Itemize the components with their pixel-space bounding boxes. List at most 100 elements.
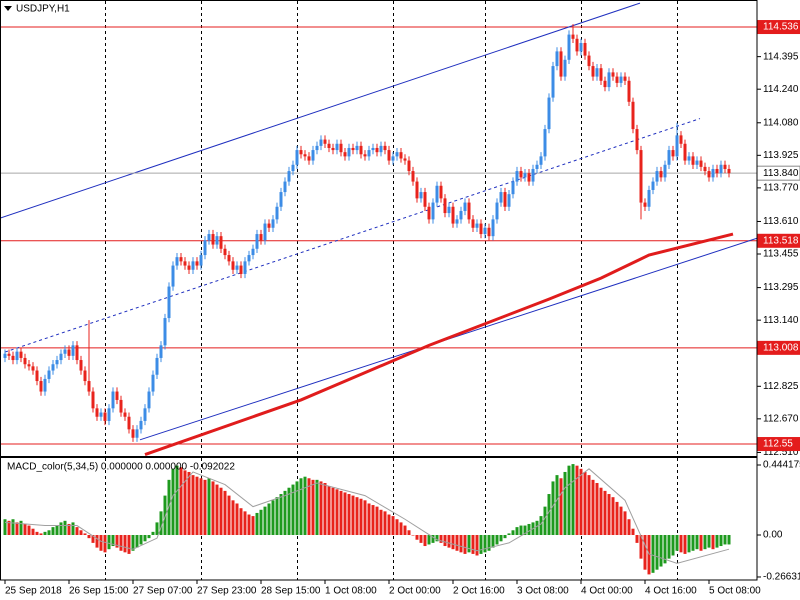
y-tick-label: 113.140 <box>763 315 799 326</box>
macd-bar <box>467 535 471 553</box>
y-tick-label: 0.00 <box>763 530 783 541</box>
macd-bar <box>55 525 59 536</box>
macd-bar <box>563 471 567 536</box>
macd-bar <box>599 487 603 536</box>
macd-bar <box>295 481 299 536</box>
macd-bar <box>371 505 375 536</box>
candle-body <box>331 147 335 151</box>
candle-body <box>23 357 27 365</box>
candle-body <box>263 223 267 241</box>
macd-bar <box>259 509 263 536</box>
candle-body <box>675 135 679 157</box>
candle-body <box>667 150 671 165</box>
candle-body <box>31 366 35 371</box>
level-label-box <box>757 233 800 248</box>
candle-body <box>699 160 703 167</box>
candle-body <box>547 97 551 130</box>
y-tick-label: 112.510 <box>763 447 799 458</box>
candle-body <box>599 68 603 81</box>
candle-body <box>19 351 23 358</box>
macd-bar <box>611 497 615 536</box>
y-tick-label: 114.240 <box>763 84 799 95</box>
macd-pane <box>3 458 731 580</box>
candle-body <box>555 51 559 67</box>
macd-bar <box>59 522 63 536</box>
candle-body <box>275 206 279 220</box>
candle-body <box>159 345 163 358</box>
x-tick-label: 28 Sep 15:00 <box>261 586 321 597</box>
macd-bar <box>675 535 679 551</box>
candle-body <box>651 181 655 190</box>
candle-body <box>427 206 431 220</box>
candle-body <box>419 192 423 199</box>
macd-bar <box>439 535 443 543</box>
candle-body <box>335 143 339 151</box>
macd-bar <box>347 494 351 536</box>
level-label: 113.008 <box>763 343 799 354</box>
candle-body <box>663 164 667 178</box>
macd-bar <box>123 535 127 553</box>
candle-body <box>519 171 523 178</box>
candle-body <box>631 101 635 130</box>
macd-bar <box>231 500 235 536</box>
macd-bar <box>3 519 7 536</box>
candle-body <box>679 135 683 144</box>
candle-body <box>135 429 139 438</box>
candle-body <box>539 156 543 165</box>
macd-bar <box>139 535 143 545</box>
macd-bar <box>471 535 475 554</box>
x-tick-label: 26 Sep 15:00 <box>69 586 129 597</box>
x-tick-label: 1 Oct 08:00 <box>325 586 377 597</box>
macd-bar <box>663 535 667 564</box>
macd-bar <box>463 535 467 554</box>
candle-body <box>279 192 283 207</box>
macd-bar <box>179 467 183 536</box>
level-label: 114.536 <box>763 22 799 33</box>
macd-bar <box>427 535 431 545</box>
candle-body <box>319 139 323 146</box>
macd-bar <box>683 535 687 554</box>
macd-bar <box>11 519 15 536</box>
macd-bar <box>171 468 175 536</box>
candle-body <box>43 378 47 392</box>
macd-bar <box>483 535 487 553</box>
macd-bar <box>15 522 19 536</box>
candle-body <box>171 265 175 287</box>
candle-body <box>111 391 115 409</box>
x-tick-label: 27 Sep 23:00 <box>197 586 257 597</box>
candle-body <box>583 42 587 56</box>
macd-bar <box>707 535 711 548</box>
candle-body <box>127 416 131 430</box>
y-tick-label: 113.610 <box>763 216 799 227</box>
macd-bar <box>411 535 415 536</box>
macd-bar <box>43 531 47 536</box>
candle-body <box>535 164 539 169</box>
macd-bar <box>175 465 179 536</box>
macd-bar <box>539 516 543 536</box>
candle-body <box>223 248 227 256</box>
menu-arrow[interactable] <box>4 6 12 11</box>
candle-body <box>523 173 527 178</box>
candle-body <box>607 72 611 88</box>
macd-bar <box>235 503 239 536</box>
macd-bar <box>491 535 495 548</box>
macd-bar <box>551 481 555 536</box>
candle-body <box>39 381 43 392</box>
macd-bar <box>283 490 287 536</box>
macd-bar <box>151 531 155 536</box>
candle-body <box>579 42 583 52</box>
candle-body <box>723 164 727 169</box>
macd-bar <box>623 511 627 536</box>
candle-body <box>191 261 195 270</box>
candle-body <box>655 171 659 182</box>
macd-bar <box>75 527 79 536</box>
macd-bar <box>203 479 207 536</box>
macd-bar <box>51 527 55 536</box>
macd-bar <box>195 476 199 536</box>
macd-bar <box>391 516 395 536</box>
price-pane <box>0 1 757 456</box>
candle-body <box>367 150 371 157</box>
level-label: 113.518 <box>763 235 799 246</box>
macd-bar <box>227 495 231 536</box>
